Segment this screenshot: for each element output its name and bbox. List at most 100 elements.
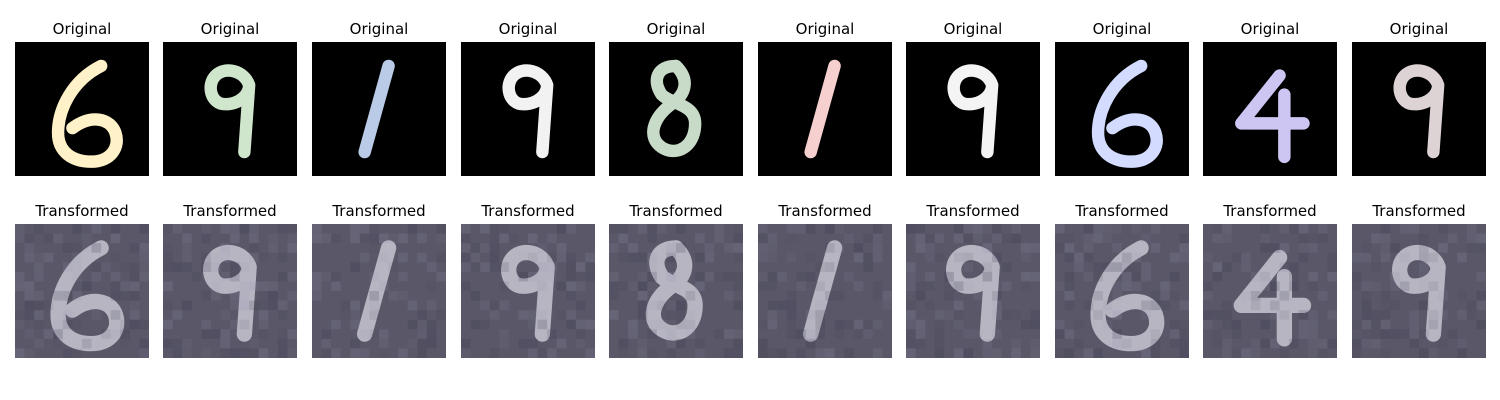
noise-pixel <box>1179 300 1189 311</box>
noise-pixel <box>1222 233 1232 244</box>
noise-pixel <box>470 319 481 330</box>
noise-pixel <box>676 300 686 311</box>
noise-pixel <box>1093 291 1103 301</box>
noise-pixel <box>1020 243 1031 253</box>
noise-pixel <box>489 262 500 272</box>
noise-pixel <box>666 271 676 282</box>
noise-pixel <box>566 252 576 263</box>
noise-pixel <box>786 310 797 320</box>
noise-pixel <box>1112 329 1122 339</box>
noise-pixel <box>1361 281 1372 291</box>
noise-pixel <box>1371 281 1381 291</box>
panel-title: Original <box>1389 20 1449 38</box>
noise-pixel <box>258 310 269 320</box>
noise-pixel <box>369 291 379 301</box>
noise-pixel <box>1112 291 1122 301</box>
noise-pixel <box>786 224 797 234</box>
noise-pixel <box>489 224 500 234</box>
noise-overlay <box>1352 224 1486 358</box>
noise-pixel <box>1371 329 1381 339</box>
noise-pixel <box>1102 233 1113 244</box>
panel-title: Original <box>498 20 558 38</box>
noise-pixel <box>628 252 638 263</box>
noise-pixel <box>258 281 269 291</box>
noise-pixel <box>1001 233 1012 244</box>
noise-pixel <box>34 224 44 234</box>
noise-pixel <box>120 262 130 272</box>
noise-pixel <box>1179 252 1189 263</box>
noise-pixel <box>249 348 259 358</box>
noise-pixel <box>1150 243 1161 253</box>
noise-pixel <box>1317 233 1328 244</box>
noise-pixel <box>1270 243 1280 253</box>
noise-pixel <box>1361 310 1372 320</box>
noise-pixel <box>1212 233 1223 244</box>
noise-pixel <box>163 300 173 311</box>
noise-pixel <box>656 224 667 234</box>
noise-pixel <box>844 271 854 282</box>
noise-pixel <box>239 291 250 301</box>
transformed-image <box>758 224 892 358</box>
noise-pixel <box>1279 348 1290 358</box>
noise-pixel <box>182 300 192 311</box>
noise-pixel <box>139 252 149 263</box>
noise-pixel <box>398 291 408 301</box>
noise-pixel <box>628 243 638 253</box>
noise-pixel <box>786 252 797 263</box>
transformed-panel: Transformed <box>906 200 1040 360</box>
noise-pixel <box>637 291 648 301</box>
noise-pixel <box>120 338 130 349</box>
noise-pixel <box>1212 271 1223 282</box>
noise-pixel <box>72 243 82 253</box>
noise-pixel <box>287 233 297 244</box>
noise-pixel <box>637 300 648 311</box>
noise-pixel <box>182 233 192 244</box>
noise-pixel <box>982 262 993 272</box>
noise-pixel <box>1203 291 1213 301</box>
noise-pixels <box>163 224 297 358</box>
noise-pixel <box>796 348 806 358</box>
noise-pixel <box>1241 291 1251 301</box>
noise-pixel <box>249 338 259 349</box>
noise-pixel <box>1466 310 1477 320</box>
noise-pixel <box>230 319 240 330</box>
noise-pixel <box>1150 300 1161 311</box>
noise-pixel <box>379 233 389 244</box>
noise-pixel <box>992 252 1002 263</box>
noise-pixel <box>1279 224 1290 234</box>
noise-pixel <box>647 262 657 272</box>
noise-pixel <box>723 291 734 301</box>
noise-pixel <box>1476 243 1486 253</box>
original-panel: Original <box>906 18 1040 178</box>
noise-pixel <box>1419 281 1429 291</box>
noise-pixel <box>1457 310 1467 320</box>
digit-glyph <box>204 64 256 159</box>
noise-pixel <box>963 329 973 339</box>
noise-pixel <box>1390 300 1400 311</box>
noise-pixel <box>201 233 211 244</box>
noise-pixel <box>1476 271 1486 282</box>
noise-pixel <box>1260 233 1270 244</box>
noise-pixel <box>1160 291 1170 301</box>
digit-glyph <box>947 64 999 159</box>
noise-pixel <box>239 224 250 234</box>
noise-pixel <box>110 252 121 263</box>
noise-pixel <box>1317 348 1328 358</box>
noise-pixel <box>91 243 102 253</box>
noise-pixel <box>1122 252 1132 263</box>
noise-pixels <box>312 224 446 358</box>
noise-pixel <box>992 329 1002 339</box>
digit-glyph <box>946 244 1000 342</box>
noise-pixel <box>1020 271 1031 282</box>
noise-pixel <box>1169 329 1180 339</box>
noise-pixel <box>239 281 250 291</box>
noise-pixel <box>1380 224 1391 234</box>
noise-pixel <box>767 319 778 330</box>
original-image-svg <box>163 42 297 176</box>
noise-pixel <box>436 224 446 234</box>
noise-pixel <box>312 233 322 244</box>
noise-pixel <box>537 243 548 253</box>
noise-pixel <box>359 329 370 339</box>
noise-pixel <box>547 348 557 358</box>
noise-pixel <box>973 291 983 301</box>
